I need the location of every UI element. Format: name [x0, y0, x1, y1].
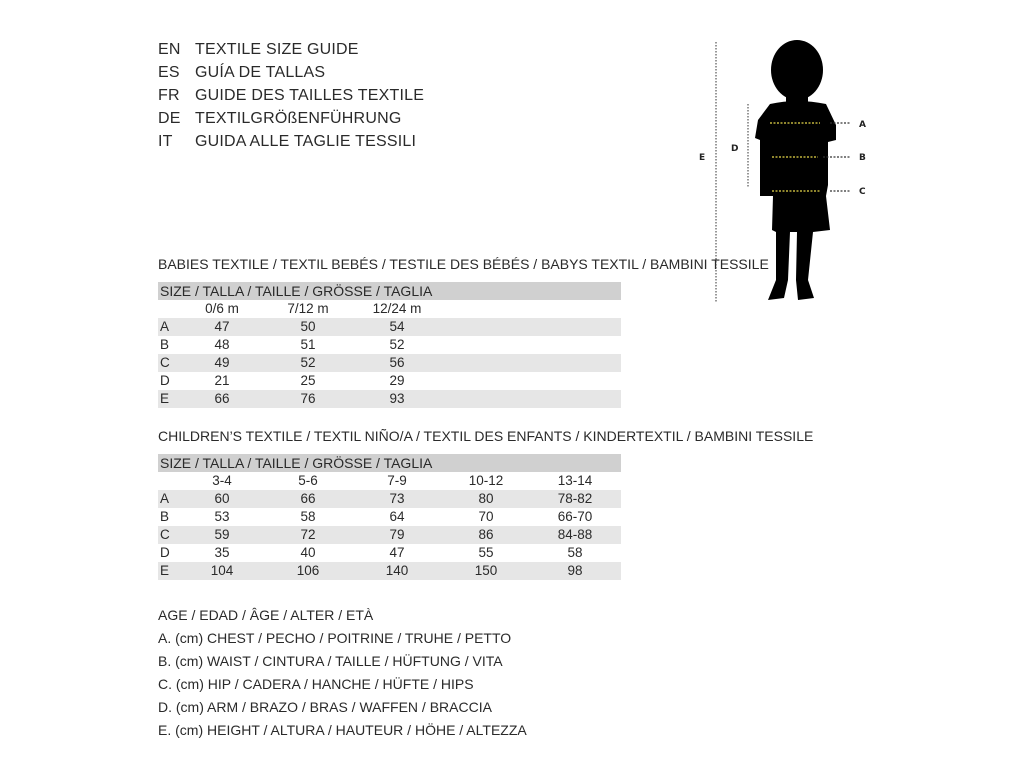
table-cell: 52: [389, 337, 405, 352]
table-row: C 49 52 56: [158, 354, 621, 372]
babies-section-title: BABIES TEXTILE / TEXTIL BEBÉS / TESTILE …: [158, 256, 769, 272]
row-label: B: [160, 337, 170, 352]
legend-age: AGE / EDAD / ÂGE / ALTER / ETÀ: [158, 607, 374, 623]
column-header: 7-9: [387, 473, 407, 488]
label-c: C: [859, 187, 866, 197]
table-row: E 104 106 140 150 98: [158, 562, 621, 580]
row-label: C: [160, 355, 170, 370]
legend-height: E. (cm) HEIGHT / ALTURA / HAUTEUR / HÖHE…: [158, 722, 527, 738]
table-cell: 78-82: [557, 491, 593, 506]
size-header: SIZE / TALLA / TAILLE / GRÖSSE / TAGLIA: [160, 283, 433, 299]
table-cell: 48: [214, 337, 230, 352]
column-header: 3-4: [212, 473, 232, 488]
table-cell: 56: [389, 355, 405, 370]
children-size-table: SIZE / TALLA / TAILLE / GRÖSSE / TAGLIA 3…: [158, 454, 621, 580]
child-measurement-figure: A B C D E: [699, 40, 866, 302]
column-header: 10-12: [468, 473, 504, 488]
table-cell: 79: [389, 527, 405, 542]
table-cell: 64: [389, 509, 405, 524]
column-header: 12/24 m: [372, 301, 422, 316]
children-section-title: CHILDREN’S TEXTILE / TEXTIL NIÑO/A / TEX…: [158, 428, 814, 444]
table-cell: 104: [210, 563, 234, 578]
legend-hip: C. (cm) HIP / CADERA / HANCHE / HÜFTE / …: [158, 676, 474, 692]
row-label: D: [160, 545, 170, 560]
table-row: D 21 25 29: [158, 372, 621, 390]
table-cell: 54: [389, 319, 405, 334]
babies-size-table: SIZE / TALLA / TAILLE / GRÖSSE / TAGLIA 0…: [158, 282, 621, 408]
table-row: A 60 66 73 80 78-82: [158, 490, 621, 508]
table-header: SIZE / TALLA / TAILLE / GRÖSSE / TAGLIA: [158, 454, 621, 472]
table-row: C 59 72 79 86 84-88: [158, 526, 621, 544]
legend-chest: A. (cm) CHEST / PECHO / POITRINE / TRUHE…: [158, 630, 512, 646]
table-cell: 50: [300, 319, 316, 334]
table-cell: 59: [214, 527, 230, 542]
table-header: SIZE / TALLA / TAILLE / GRÖSSE / TAGLIA: [158, 282, 621, 300]
table-cell: 60: [214, 491, 230, 506]
legend-arm: D. (cm) ARM / BRAZO / BRAS / WAFFEN / BR…: [158, 699, 492, 715]
measure-dashes: [770, 122, 850, 192]
row-label: A: [160, 319, 170, 334]
title-en: EN TEXTILE SIZE GUIDE: [158, 41, 359, 58]
column-headers-row: 0/6 m 7/12 m 12/24 m: [158, 300, 621, 318]
table-cell: 98: [567, 563, 583, 578]
row-label: E: [160, 391, 170, 406]
table-cell: 40: [300, 545, 316, 560]
table-cell: 86: [478, 527, 494, 542]
title-es: ES GUÍA DE TALLAS: [158, 64, 326, 81]
table-cell: 35: [214, 545, 230, 560]
table-cell: 150: [474, 563, 498, 578]
table-cell: 80: [478, 491, 494, 506]
table-cell: 55: [478, 545, 494, 560]
title-fr: FR GUIDE DES TAILLES TEXTILE: [158, 87, 425, 104]
table-cell: 66-70: [557, 509, 593, 524]
table-row: A 47 50 54: [158, 318, 621, 336]
child-silhouette: [755, 40, 836, 300]
table-cell: 106: [296, 563, 320, 578]
column-headers-row: 3-4 5-6 7-9 10-12 13-14: [158, 472, 621, 490]
table-cell: 51: [300, 337, 316, 352]
label-a: A: [859, 120, 866, 130]
row-label: B: [160, 509, 170, 524]
table-cell: 84-88: [557, 527, 593, 542]
table-cell: 66: [214, 391, 230, 406]
title-de: DE TEXTILGRÖßENFÜHRUNG: [158, 110, 402, 127]
row-label: E: [160, 563, 170, 578]
column-header: 0/6 m: [205, 301, 239, 316]
table-cell: 140: [385, 563, 409, 578]
table-cell: 93: [389, 391, 405, 406]
table-row: B 53 58 64 70 66-70: [158, 508, 621, 526]
table-cell: 58: [567, 545, 583, 560]
table-cell: 21: [214, 373, 230, 388]
table-cell: 73: [389, 491, 405, 506]
table-cell: 76: [300, 391, 316, 406]
legend-waist: B. (cm) WAIST / CINTURA / TAILLE / HÜFTU…: [158, 653, 503, 669]
table-row: D 35 40 47 55 58: [158, 544, 621, 562]
row-label: C: [160, 527, 170, 542]
title-it: IT GUIDA ALLE TAGLIE TESSILI: [158, 133, 417, 150]
table-cell: 47: [389, 545, 405, 560]
table-cell: 53: [214, 509, 230, 524]
row-label: A: [160, 491, 170, 506]
label-e: E: [699, 153, 705, 163]
table-cell: 72: [300, 527, 316, 542]
table-cell: 66: [300, 491, 316, 506]
table-row: B 48 51 52: [158, 336, 621, 354]
label-b: B: [859, 153, 866, 163]
table-cell: 25: [300, 373, 316, 388]
table-cell: 52: [300, 355, 316, 370]
table-cell: 70: [478, 509, 494, 524]
table-cell: 49: [214, 355, 230, 370]
table-cell: 47: [214, 319, 230, 334]
column-header: 7/12 m: [287, 301, 329, 316]
row-label: D: [160, 373, 170, 388]
table-row: E 66 76 93: [158, 390, 621, 408]
label-d: D: [731, 144, 738, 154]
size-header: SIZE / TALLA / TAILLE / GRÖSSE / TAGLIA: [160, 455, 433, 471]
column-header: 13-14: [557, 473, 593, 488]
column-header: 5-6: [298, 473, 318, 488]
table-cell: 29: [389, 373, 405, 388]
table-cell: 58: [300, 509, 316, 524]
